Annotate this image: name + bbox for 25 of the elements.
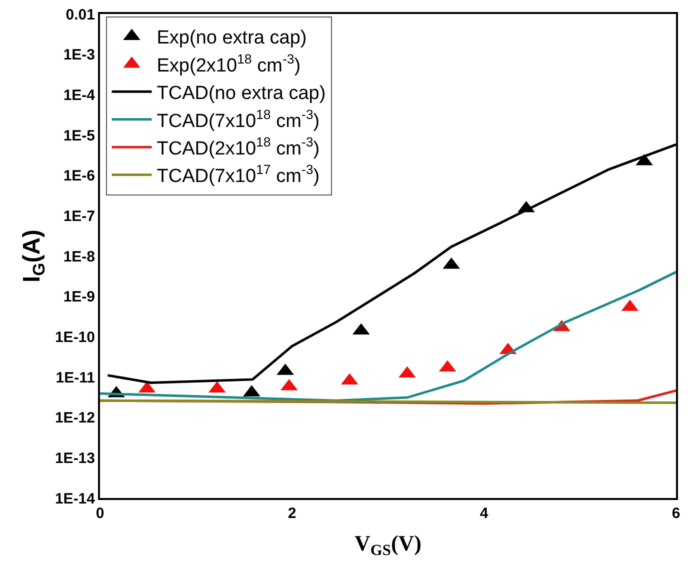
y-tick-label: 1E-13 — [54, 450, 95, 467]
x-tick-label: 2 — [288, 505, 296, 522]
y-tick-label: 1E-12 — [54, 410, 95, 427]
y-tick-label: 1E-11 — [56, 369, 95, 386]
y-tick-label: 1E-4 — [63, 86, 96, 104]
x-tick-label: 6 — [672, 505, 680, 522]
legend-label: Exp(no extra cap) — [156, 28, 307, 49]
y-tick-label: 1E-10 — [54, 328, 95, 346]
x-axis-title: V$_{GS}$(V) — [354, 530, 422, 560]
y-tick-label: 1E-6 — [63, 168, 95, 185]
legend-label: TCAD(2x10$^{18}$ cm$^{-3}$) — [156, 134, 320, 160]
y-tick-label: 1E-9 — [63, 288, 95, 306]
legend-label: TCAD(7x10$^{17}$ cm$^{-3}$) — [156, 162, 320, 188]
line-series — [100, 270, 676, 402]
legend-label: TCAD(7x10$^{18}$ cm$^{-3}$) — [156, 106, 320, 132]
x-tick-label: 4 — [480, 505, 489, 522]
y-tick-label: 0.01 — [66, 6, 95, 24]
legend-label: TCAD(no extra cap) — [156, 83, 326, 104]
y-tick-label: 1E-3 — [63, 46, 95, 64]
legend-label: Exp(2x10$^{18}$ cm$^{-3}$) — [156, 51, 301, 76]
x-tick-label: 0 — [96, 505, 104, 522]
y-tick-label: 1E-14 — [54, 490, 96, 508]
y-tick-label: 1E-8 — [63, 248, 95, 266]
y-tick-label: 1E-7 — [63, 208, 95, 225]
y-tick-label: 1E-5 — [63, 127, 95, 144]
